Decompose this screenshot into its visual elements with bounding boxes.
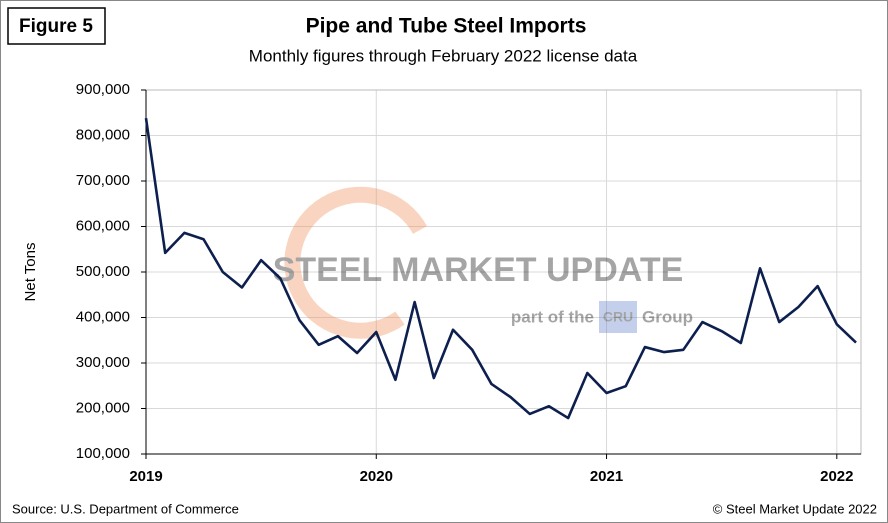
y-tick-label: 100,000 bbox=[76, 445, 130, 462]
x-tick-label: 2022 bbox=[820, 468, 853, 485]
y-tick-label: 300,000 bbox=[76, 354, 130, 371]
y-tick-label: 600,000 bbox=[76, 217, 130, 234]
x-tick-label: 2021 bbox=[590, 468, 623, 485]
copyright: © Steel Market Update 2022 bbox=[713, 501, 877, 516]
watermark: STEEL MARKET UPDATE part of the CRU Grou… bbox=[273, 186, 693, 339]
watermark-tagline: part of the bbox=[511, 307, 594, 326]
y-tick-label: 500,000 bbox=[76, 263, 130, 280]
watermark-group: Group bbox=[642, 307, 693, 326]
figure-box bbox=[7, 7, 106, 45]
chart-title: Pipe and Tube Steel Imports bbox=[306, 15, 587, 38]
y-tick-label: 700,000 bbox=[76, 172, 130, 189]
watermark-ring bbox=[284, 186, 428, 339]
plot: 100,000 200,000 300,000 400,000 500,000 600,0… bbox=[76, 81, 861, 485]
chart-subtitle: Monthly figures through February 2022 li… bbox=[249, 46, 638, 65]
y-tick-label: 200,000 bbox=[76, 399, 130, 416]
y-tick-label: 400,000 bbox=[76, 308, 130, 325]
series-line bbox=[144, 118, 857, 420]
watermark-logo: CRU bbox=[603, 309, 633, 325]
watermark-brand: STEEL MARKET UPDATE bbox=[273, 251, 684, 289]
figure-label: Figure 5 bbox=[19, 16, 93, 37]
y-tick-label: 800,000 bbox=[76, 126, 130, 143]
x-tick-label: 2019 bbox=[129, 468, 162, 485]
x-tick-label: 2020 bbox=[360, 468, 393, 485]
watermark-logo-box bbox=[599, 301, 637, 333]
source: Source: U.S. Department of Commerce bbox=[12, 501, 239, 516]
y-tick-label: 900,000 bbox=[76, 81, 130, 98]
y-axis-label: Net Tons bbox=[22, 243, 39, 302]
